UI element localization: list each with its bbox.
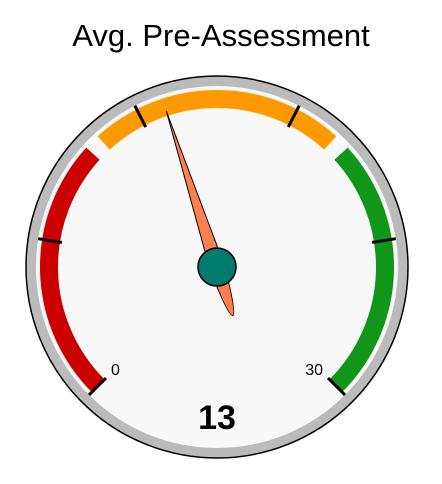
gauge-tick	[133, 105, 148, 128]
gauge-tick	[37, 237, 63, 244]
min-tick-label: 0	[111, 362, 120, 379]
gauge-tick	[286, 105, 301, 128]
max-tick-label: 30	[305, 362, 323, 379]
chart-title: Avg. Pre-Assessment	[72, 18, 370, 53]
gauge-ticks	[37, 105, 397, 397]
needle-layer	[165, 110, 237, 316]
value-label: 13	[198, 399, 236, 437]
gauge-bands	[40, 90, 394, 393]
gauge-band-1	[97, 90, 337, 150]
gauge-tick	[326, 376, 347, 397]
gauge-tick	[87, 376, 108, 397]
gauge-tick	[371, 237, 397, 244]
gauge-band-2	[329, 147, 394, 393]
needle-hub	[197, 247, 237, 287]
gauge-band-0	[40, 147, 105, 393]
